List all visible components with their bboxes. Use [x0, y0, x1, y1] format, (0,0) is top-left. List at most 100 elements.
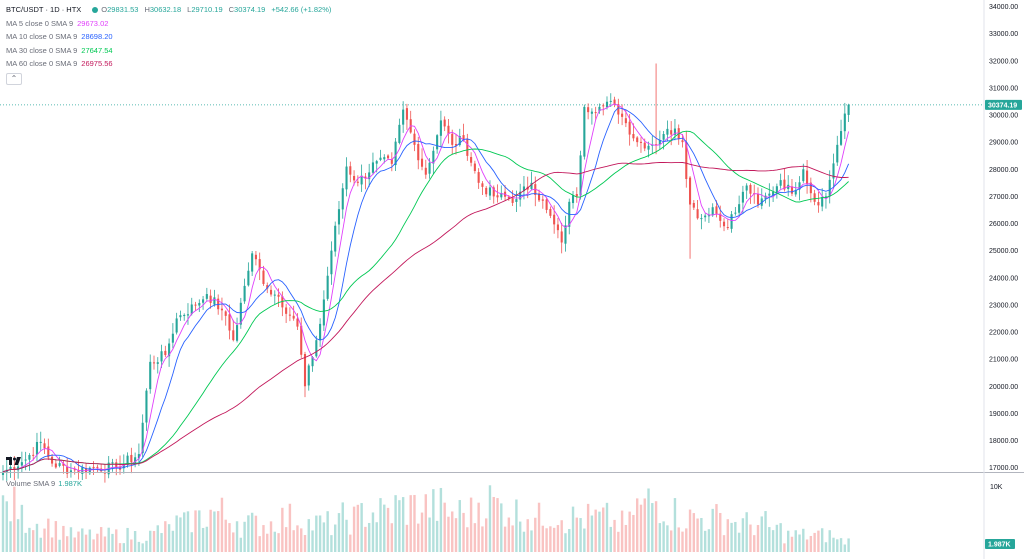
candle — [273, 290, 276, 305]
volume-bar — [571, 506, 575, 552]
candle-body — [466, 139, 469, 156]
volume-bar — [454, 518, 458, 552]
candle-body — [17, 466, 20, 471]
volume-bar — [160, 533, 163, 552]
candle — [77, 459, 80, 480]
volume-bar — [379, 498, 382, 552]
candle-body — [243, 285, 246, 302]
ohlc-c: C30374.19 — [229, 5, 269, 14]
candle — [251, 251, 254, 277]
volume-bar — [843, 544, 847, 552]
volume-bar — [92, 539, 95, 552]
candle-body — [111, 462, 114, 464]
candle — [288, 307, 291, 322]
volume-bar — [65, 536, 69, 552]
candle-body — [224, 311, 227, 316]
candle-body — [715, 206, 718, 214]
candle — [439, 110, 442, 148]
volume-bar — [737, 532, 741, 552]
candle — [696, 199, 699, 220]
volume-bar — [330, 535, 333, 552]
volume-bar — [688, 509, 692, 552]
indicator-row-ma60[interactable]: MA 60 close 0 SMA 9 26975.56 — [6, 57, 340, 71]
volume-bar — [658, 523, 662, 552]
indicator-row-ma5[interactable]: MA 5 close 0 SMA 9 29673.02 — [6, 17, 340, 31]
volume-bar — [775, 524, 779, 552]
volume-bar — [107, 527, 110, 552]
volume-bar — [420, 512, 424, 552]
candle-body — [632, 133, 635, 139]
volume-bar — [386, 507, 390, 552]
volume-bar — [413, 494, 416, 552]
volume-bar — [277, 533, 280, 552]
candle-body — [605, 101, 609, 108]
candle — [722, 218, 726, 232]
candle — [813, 189, 816, 206]
symbol-title[interactable]: BTC/USDT · 1D · HTX — [6, 5, 82, 14]
candle-body — [171, 333, 174, 343]
candle — [371, 152, 374, 175]
price-pane — [0, 63, 984, 483]
volume-bar — [16, 519, 20, 552]
candle — [545, 197, 548, 214]
candle-body — [39, 441, 42, 443]
volume-bar — [409, 495, 412, 552]
volume-bar — [492, 496, 495, 552]
volume-bar — [556, 525, 560, 552]
volume-bar — [579, 518, 582, 552]
candle-body — [843, 113, 846, 132]
candle-body — [122, 463, 125, 469]
candle — [175, 312, 178, 335]
candle-body — [462, 135, 465, 140]
ohlc-change: +542.66 (+1.82%) — [271, 5, 334, 14]
candle-body — [613, 99, 616, 105]
price-tick-label: 17000.00 — [989, 465, 1018, 472]
volume-bar — [179, 517, 182, 552]
candle-body — [156, 362, 159, 364]
tradingview-logo-icon[interactable] — [5, 455, 23, 467]
candle-body — [258, 259, 261, 270]
volume-bar — [250, 512, 254, 552]
volume-bar — [213, 511, 216, 552]
volume-bar — [24, 532, 27, 552]
candle — [149, 354, 152, 394]
volume-bar — [443, 502, 446, 552]
volume-bar — [360, 503, 363, 552]
volume-bar — [269, 521, 273, 552]
ohlc-key: O — [101, 5, 108, 14]
candle — [356, 175, 359, 187]
candle — [341, 183, 344, 219]
candle — [247, 262, 250, 287]
candle-body — [232, 330, 235, 341]
volume-bar — [790, 536, 794, 552]
candle-body — [420, 158, 424, 167]
volume-bar — [334, 524, 337, 552]
chevron-up-icon[interactable]: ⌃ — [6, 72, 22, 85]
candle-body — [368, 172, 371, 180]
indicator-row-ma30[interactable]: MA 30 close 0 SMA 9 27647.54 — [6, 44, 340, 58]
indicator-label: MA 10 close 0 SMA 9 — [6, 32, 78, 41]
candle — [236, 317, 239, 343]
candle-body — [587, 107, 590, 113]
candle-body — [655, 144, 658, 146]
candle-body — [609, 100, 612, 102]
candle — [209, 289, 212, 309]
candle — [54, 459, 57, 469]
candle — [726, 219, 729, 230]
candle — [100, 463, 103, 473]
candle — [587, 103, 590, 120]
volume-bar — [473, 523, 477, 552]
volume-bar — [428, 517, 431, 552]
candle-body — [813, 193, 816, 202]
volume-bar — [424, 494, 427, 552]
candle — [353, 170, 356, 186]
volume-bar — [722, 535, 726, 552]
volume-bar — [383, 504, 386, 552]
volume-bar — [122, 543, 125, 552]
candle-body — [92, 466, 95, 469]
candle — [462, 123, 465, 142]
indicator-row-ma10[interactable]: MA 10 close 0 SMA 9 28698.20 — [6, 30, 340, 44]
candle-body — [651, 144, 654, 146]
candle — [239, 297, 242, 329]
